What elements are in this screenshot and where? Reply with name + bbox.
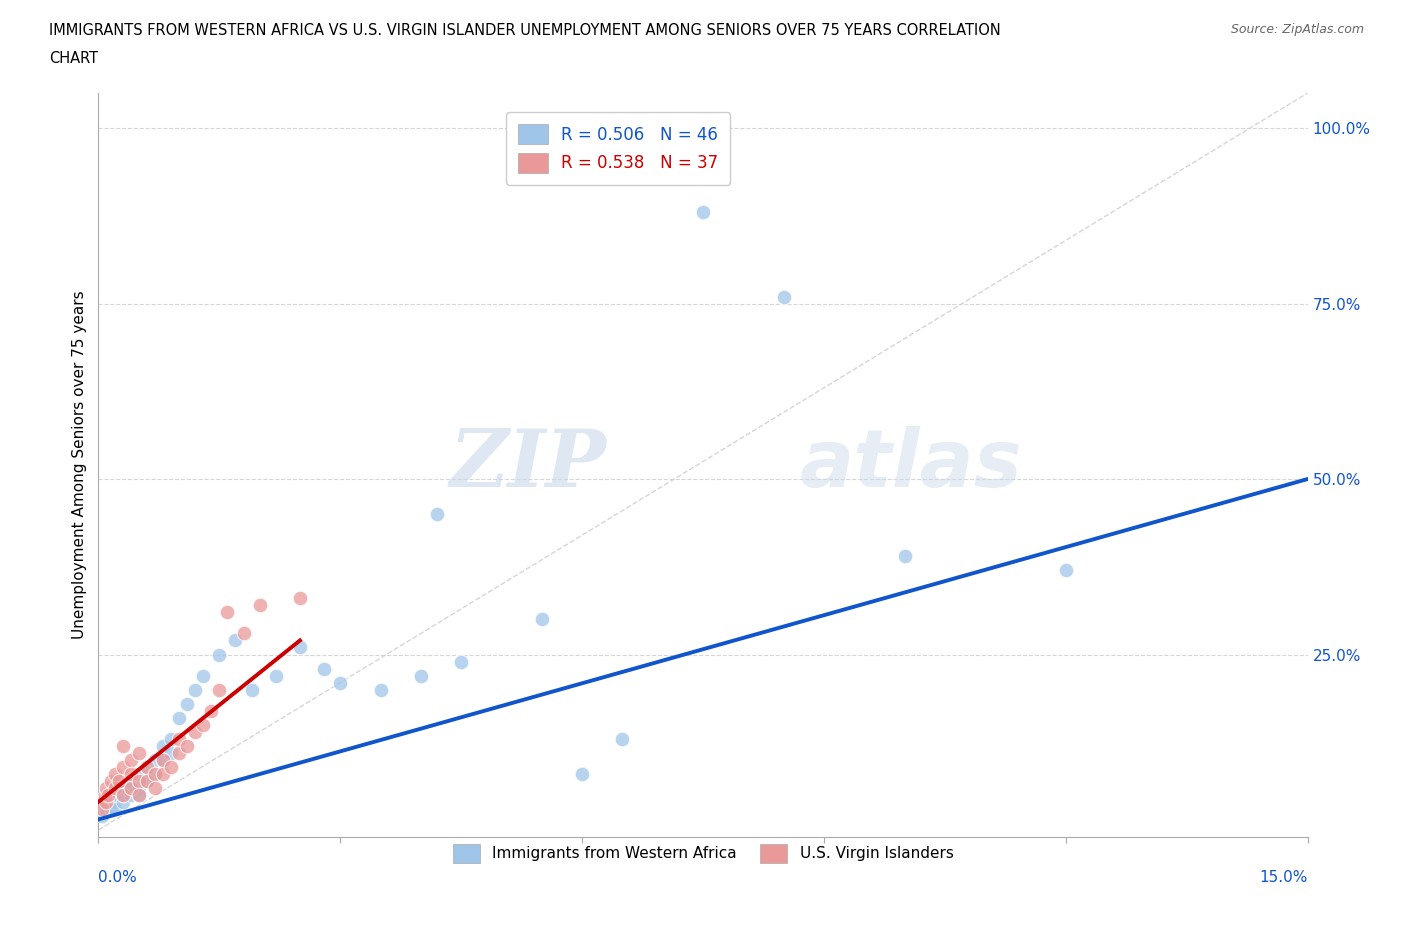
Point bbox=[128, 788, 150, 803]
Point bbox=[232, 626, 254, 641]
Point bbox=[772, 289, 794, 304]
Text: IMMIGRANTS FROM WESTERN AFRICA VS U.S. VIRGIN ISLANDER UNEMPLOYMENT AMONG SENIOR: IMMIGRANTS FROM WESTERN AFRICA VS U.S. V… bbox=[49, 23, 1001, 38]
Point bbox=[152, 766, 174, 781]
Point bbox=[100, 774, 122, 789]
Point bbox=[160, 760, 183, 775]
Point bbox=[612, 731, 634, 746]
Point bbox=[103, 788, 125, 803]
Point bbox=[120, 766, 142, 781]
Point bbox=[167, 711, 190, 725]
Text: atlas: atlas bbox=[800, 426, 1022, 504]
Point bbox=[152, 752, 174, 767]
Point bbox=[167, 731, 190, 746]
Point bbox=[96, 794, 118, 809]
Point bbox=[100, 802, 122, 817]
Point bbox=[120, 774, 142, 789]
Text: 15.0%: 15.0% bbox=[1260, 870, 1308, 885]
Point bbox=[409, 668, 432, 683]
Point bbox=[1054, 563, 1077, 578]
Point bbox=[128, 788, 150, 803]
Point bbox=[143, 766, 166, 781]
Point bbox=[176, 738, 198, 753]
Point bbox=[120, 788, 142, 803]
Point bbox=[692, 205, 714, 219]
Point bbox=[160, 745, 183, 760]
Point bbox=[143, 766, 166, 781]
Point bbox=[111, 738, 134, 753]
Point bbox=[97, 788, 120, 803]
Point bbox=[111, 788, 134, 803]
Point bbox=[103, 794, 125, 809]
Point bbox=[217, 604, 239, 619]
Point bbox=[120, 752, 142, 767]
Point bbox=[135, 774, 157, 789]
Point bbox=[135, 760, 157, 775]
Text: ZIP: ZIP bbox=[450, 426, 606, 504]
Point bbox=[135, 760, 157, 775]
Point bbox=[208, 683, 231, 698]
Text: Source: ZipAtlas.com: Source: ZipAtlas.com bbox=[1230, 23, 1364, 36]
Point bbox=[143, 780, 166, 795]
Point bbox=[111, 788, 134, 803]
Point bbox=[200, 703, 222, 718]
Point bbox=[288, 591, 311, 605]
Point bbox=[288, 640, 311, 655]
Point bbox=[128, 745, 150, 760]
Point bbox=[370, 683, 392, 698]
Point bbox=[176, 697, 198, 711]
Point bbox=[111, 760, 134, 775]
Point bbox=[224, 633, 246, 648]
Point bbox=[152, 752, 174, 767]
Point bbox=[135, 774, 157, 789]
Point bbox=[167, 745, 190, 760]
Point bbox=[103, 766, 125, 781]
Point bbox=[184, 683, 207, 698]
Point bbox=[208, 647, 231, 662]
Point bbox=[96, 802, 118, 817]
Point bbox=[111, 794, 134, 809]
Point bbox=[90, 794, 112, 809]
Point bbox=[103, 802, 125, 817]
Point bbox=[264, 668, 287, 683]
Point bbox=[426, 507, 449, 522]
Y-axis label: Unemployment Among Seniors over 75 years: Unemployment Among Seniors over 75 years bbox=[72, 291, 87, 639]
Point bbox=[450, 654, 472, 669]
Text: 0.0%: 0.0% bbox=[98, 870, 138, 885]
Point bbox=[893, 549, 915, 564]
Point bbox=[314, 661, 336, 676]
Point bbox=[249, 598, 271, 613]
Point bbox=[193, 717, 215, 732]
Point bbox=[91, 808, 114, 823]
Point bbox=[240, 683, 263, 698]
Text: CHART: CHART bbox=[49, 51, 98, 66]
Point bbox=[120, 780, 142, 795]
Point bbox=[120, 780, 142, 795]
Point bbox=[128, 774, 150, 789]
Point bbox=[111, 780, 134, 795]
Point bbox=[128, 780, 150, 795]
Point bbox=[96, 780, 118, 795]
Point bbox=[94, 788, 117, 803]
Point bbox=[160, 731, 183, 746]
Point bbox=[91, 802, 114, 817]
Legend: Immigrants from Western Africa, U.S. Virgin Islanders: Immigrants from Western Africa, U.S. Vir… bbox=[444, 836, 962, 870]
Point bbox=[107, 774, 129, 789]
Point bbox=[128, 766, 150, 781]
Point bbox=[96, 794, 118, 809]
Point bbox=[329, 675, 352, 690]
Point bbox=[152, 738, 174, 753]
Point bbox=[193, 668, 215, 683]
Point bbox=[530, 612, 553, 627]
Point bbox=[571, 766, 593, 781]
Point bbox=[103, 780, 125, 795]
Point bbox=[184, 724, 207, 739]
Point bbox=[143, 752, 166, 767]
